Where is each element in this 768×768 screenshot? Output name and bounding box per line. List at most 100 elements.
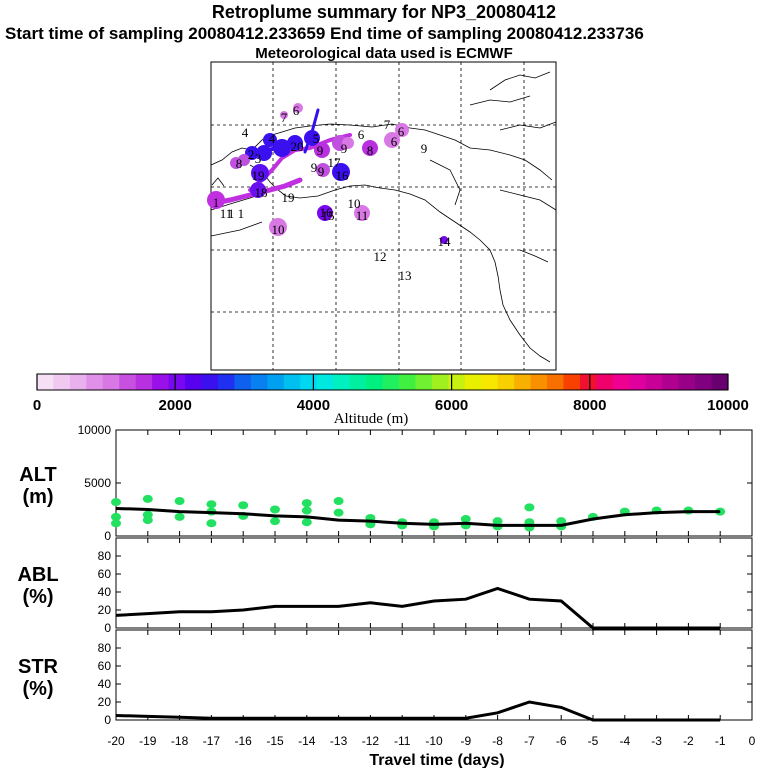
colorbar-cell bbox=[645, 374, 663, 390]
alt-panel: 0 5000 10000 ALT(m) bbox=[19, 423, 753, 543]
colorbar-cell bbox=[135, 374, 153, 390]
colorbar-cell bbox=[678, 374, 696, 390]
colorbar-tick-label: 10000 bbox=[707, 397, 749, 414]
str-unit: (%) bbox=[22, 678, 53, 700]
map-day-label: 12 bbox=[374, 249, 387, 264]
sampling-times: Start time of sampling 20080412.233659 E… bbox=[5, 24, 644, 43]
abl-unit: (%) bbox=[22, 586, 53, 608]
str-frame bbox=[115, 629, 753, 721]
map-frame bbox=[210, 61, 557, 371]
met-data-note: Meteorological data used is ECMWF bbox=[255, 45, 513, 62]
xaxis-tick-label: -16 bbox=[235, 734, 253, 748]
colorbar-tick-label: 4000 bbox=[297, 397, 330, 414]
map-day-label: 1 bbox=[213, 195, 220, 210]
map-day-label: 2 bbox=[248, 147, 255, 162]
xaxis-tick-label: -10 bbox=[425, 734, 443, 748]
map-day-label: 7 bbox=[384, 117, 391, 132]
str-ytick-label: 40 bbox=[98, 677, 112, 691]
colorbar-cell bbox=[497, 374, 515, 390]
str-series-line bbox=[115, 700, 721, 722]
colorbar-cell bbox=[69, 374, 87, 390]
abl-ytick-label: 0 bbox=[104, 621, 111, 635]
abl-panel: 0 20 40 60 80 ABL(%) bbox=[17, 537, 753, 635]
map-day-label: 6 bbox=[391, 134, 398, 149]
colorbar-cell bbox=[234, 374, 252, 390]
xaxis-tick-label: -13 bbox=[330, 734, 348, 748]
colorbar-cell bbox=[267, 374, 285, 390]
map-day-label: 6 bbox=[293, 103, 300, 118]
colorbar-cell bbox=[152, 374, 170, 390]
map-day-label: 9 bbox=[341, 141, 348, 156]
xaxis-tick-label: -5 bbox=[588, 734, 599, 748]
xaxis-tick-label: -14 bbox=[298, 734, 316, 748]
str-label: STR bbox=[18, 656, 59, 678]
xaxis-tick-label: -7 bbox=[524, 734, 535, 748]
map-day-label: 9 bbox=[317, 143, 324, 158]
xaxis-tick-label: -8 bbox=[492, 734, 503, 748]
map-day-label: 10 bbox=[348, 196, 361, 211]
map-day-label: 18 bbox=[255, 185, 268, 200]
alt-scatter-point bbox=[142, 494, 153, 503]
colorbar-cell bbox=[596, 374, 614, 390]
colorbar-cell bbox=[464, 374, 482, 390]
alt-unit: (m) bbox=[22, 486, 53, 508]
map-day-label: 9 bbox=[318, 164, 325, 179]
alt-scatter-point bbox=[206, 500, 217, 509]
abl-ytick-label: 60 bbox=[98, 567, 112, 581]
abl-series-line bbox=[115, 586, 721, 630]
alt-scatter-point bbox=[333, 497, 344, 506]
str-ytick-label: 60 bbox=[98, 659, 112, 673]
chart-title: Retroplume summary for NP3_20080412 bbox=[211, 2, 557, 22]
colorbar-cell bbox=[448, 374, 466, 390]
colorbar-cell bbox=[102, 374, 120, 390]
plume-markers bbox=[207, 103, 448, 244]
map-day-label: 5 bbox=[313, 131, 320, 146]
alt-scatter-point bbox=[270, 517, 280, 526]
map-day-label: 11 bbox=[356, 208, 369, 223]
colorbar-cell bbox=[283, 374, 301, 390]
colorbar-title: Altitude (m) bbox=[334, 411, 409, 427]
map-day-label: 15 bbox=[322, 208, 335, 223]
alt-scatter-point bbox=[301, 499, 312, 508]
xaxis-tick-label: -18 bbox=[171, 734, 189, 748]
colorbar-cell bbox=[316, 374, 334, 390]
alt-scatter-point bbox=[333, 508, 344, 517]
alt-scatter-point bbox=[206, 519, 217, 528]
colorbar-cell bbox=[53, 374, 71, 390]
map-day-label: 16 bbox=[336, 168, 350, 183]
map-day-label: 14 bbox=[438, 234, 452, 249]
alt-scatter-point bbox=[174, 512, 185, 521]
map-day-label: 6 bbox=[358, 127, 365, 142]
map-day-label: 8 bbox=[236, 156, 243, 171]
map-day-label: 9 bbox=[421, 141, 428, 156]
map-day-label: 4 bbox=[269, 131, 276, 146]
colorbar-cell bbox=[514, 374, 532, 390]
colorbar-cell bbox=[168, 374, 186, 390]
xaxis-tick-label: -2 bbox=[683, 734, 694, 748]
alt-scatter-point bbox=[270, 505, 280, 514]
colorbar-cell bbox=[382, 374, 400, 390]
alt-ytick-label: 10000 bbox=[78, 423, 112, 437]
alt-scatter-point bbox=[301, 506, 312, 515]
colorbar-cell bbox=[563, 374, 581, 390]
map-day-label: 11 bbox=[220, 206, 233, 221]
str-ytick-label: 20 bbox=[98, 695, 112, 709]
colorbar-cell bbox=[695, 374, 713, 390]
alt-ytick-label: 5000 bbox=[84, 476, 111, 490]
alt-scatter-point bbox=[301, 518, 312, 527]
xaxis-tick-label: 0 bbox=[749, 734, 756, 748]
alt-scatter-point bbox=[111, 498, 121, 507]
xaxis-tick-label: -15 bbox=[266, 734, 284, 748]
colorbar-cell bbox=[217, 374, 235, 390]
alt-scatter-point bbox=[460, 515, 471, 524]
colorbar-cell bbox=[250, 374, 268, 390]
abl-ytick-label: 80 bbox=[98, 549, 112, 563]
colorbar-cell bbox=[579, 374, 597, 390]
colorbar-tick-label: 2000 bbox=[159, 397, 192, 414]
alt-label: ALT bbox=[19, 464, 56, 486]
xaxis-tick-label: -9 bbox=[460, 734, 471, 748]
xaxis-tick-label: -20 bbox=[107, 734, 125, 748]
